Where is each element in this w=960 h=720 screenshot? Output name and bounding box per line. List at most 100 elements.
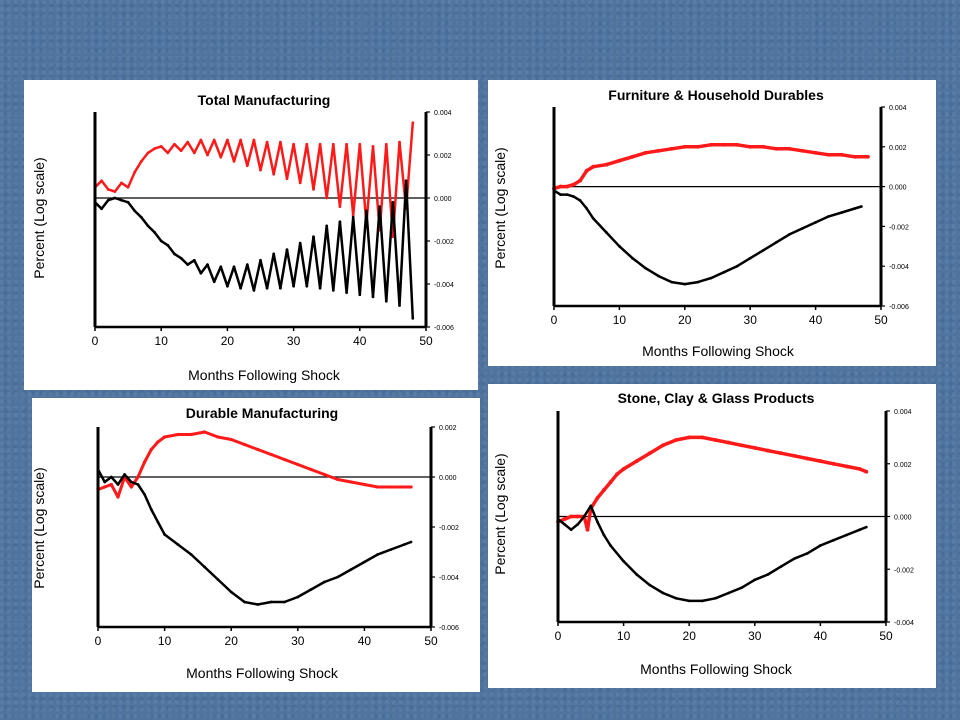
x-tick-label: 50 bbox=[879, 629, 893, 643]
chart-title: Durable Manufacturing bbox=[186, 405, 338, 421]
data-point bbox=[576, 523, 580, 526]
data-point bbox=[589, 504, 593, 508]
data-point bbox=[265, 286, 269, 290]
y-tick-label: -0.002 bbox=[894, 567, 914, 574]
x-tick-label: 10 bbox=[617, 629, 631, 643]
data-point bbox=[602, 533, 606, 537]
data-point bbox=[378, 205, 382, 208]
data-point bbox=[674, 596, 678, 600]
y-tick-label: -0.002 bbox=[889, 224, 909, 231]
data-point bbox=[156, 440, 160, 444]
data-point bbox=[779, 451, 783, 456]
data-point bbox=[292, 142, 295, 146]
data-point bbox=[298, 181, 302, 185]
data-point bbox=[176, 432, 180, 437]
data-point bbox=[831, 461, 836, 466]
y-tick-label: 0.002 bbox=[434, 153, 452, 160]
data-point bbox=[656, 148, 661, 153]
data-point bbox=[709, 142, 713, 147]
data-point bbox=[106, 188, 110, 191]
data-point bbox=[363, 560, 366, 564]
data-point bbox=[845, 533, 848, 537]
chart-panel-total-manufacturing: Total Manufacturing Percent (Log scale) … bbox=[24, 80, 478, 390]
data-point bbox=[748, 144, 753, 149]
data-point bbox=[216, 435, 220, 439]
data-point bbox=[269, 600, 273, 604]
data-point bbox=[558, 184, 563, 189]
data-point bbox=[242, 442, 247, 447]
data-point bbox=[858, 528, 862, 532]
data-point bbox=[801, 227, 804, 230]
x-axis-label: Months Following Shock bbox=[640, 661, 793, 677]
data-point bbox=[700, 435, 705, 440]
data-point bbox=[212, 280, 216, 284]
data-point bbox=[571, 182, 576, 187]
x-tick-label: 0 bbox=[555, 629, 562, 643]
data-point bbox=[259, 168, 262, 172]
chart-panel-durable-manufacturing: Durable Manufacturing Percent (Log scale… bbox=[32, 398, 480, 692]
data-point bbox=[622, 559, 625, 563]
y-axis-label: Percent (Log scale) bbox=[32, 467, 47, 588]
data-point bbox=[149, 508, 153, 511]
data-point bbox=[634, 459, 639, 464]
y-tick-label: -0.006 bbox=[434, 325, 454, 332]
data-point bbox=[232, 265, 236, 269]
data-point bbox=[192, 151, 196, 155]
data-point bbox=[644, 266, 647, 270]
data-point bbox=[805, 456, 810, 461]
chart-title: Total Manufacturing bbox=[198, 92, 331, 108]
x-axis-label: Months Following Shock bbox=[642, 343, 795, 359]
data-point bbox=[591, 217, 595, 220]
data-point bbox=[245, 263, 249, 266]
y-tick-label: 0.002 bbox=[439, 425, 457, 432]
data-point bbox=[779, 565, 783, 568]
data-point bbox=[713, 438, 718, 442]
data-point bbox=[682, 144, 687, 149]
data-point bbox=[245, 164, 249, 168]
data-point bbox=[283, 600, 286, 604]
data-point bbox=[189, 553, 193, 556]
data-point bbox=[609, 544, 612, 547]
data-point bbox=[305, 142, 309, 146]
data-point bbox=[696, 280, 700, 284]
y-tick-label: 0.000 bbox=[434, 196, 452, 203]
data-point bbox=[336, 477, 340, 482]
data-point bbox=[338, 220, 342, 224]
chart-title: Furniture & Household Durables bbox=[608, 87, 824, 103]
data-point bbox=[404, 179, 408, 183]
y-tick-label: -0.004 bbox=[894, 620, 914, 627]
red-series-line bbox=[557, 435, 867, 532]
data-point bbox=[601, 488, 606, 493]
data-point bbox=[109, 482, 113, 487]
data-point bbox=[727, 591, 730, 595]
data-point bbox=[761, 144, 766, 149]
data-point bbox=[206, 153, 209, 157]
data-point bbox=[657, 274, 660, 278]
data-point bbox=[740, 586, 744, 590]
y-tick-label: -0.002 bbox=[434, 239, 454, 246]
x-tick-label: 10 bbox=[155, 334, 169, 348]
data-point bbox=[146, 151, 150, 155]
data-point bbox=[578, 199, 582, 202]
x-axis-label: Months Following Shock bbox=[188, 367, 341, 383]
data-point bbox=[106, 198, 110, 202]
data-point bbox=[839, 152, 844, 157]
data-point bbox=[826, 152, 831, 157]
data-point bbox=[853, 207, 857, 210]
data-point bbox=[615, 472, 619, 477]
data-point bbox=[296, 462, 300, 467]
data-point bbox=[323, 580, 326, 584]
data-point bbox=[186, 140, 190, 144]
data-point bbox=[630, 154, 635, 159]
data-point bbox=[259, 258, 262, 262]
data-point bbox=[272, 172, 276, 176]
black-series-line bbox=[96, 468, 412, 606]
x-tick-label: 0 bbox=[92, 334, 99, 348]
data-point bbox=[714, 596, 717, 600]
data-point bbox=[163, 533, 166, 536]
data-point bbox=[722, 142, 726, 147]
data-point bbox=[700, 599, 704, 603]
data-point bbox=[617, 158, 622, 163]
data-point bbox=[189, 432, 193, 437]
data-point bbox=[159, 145, 163, 148]
